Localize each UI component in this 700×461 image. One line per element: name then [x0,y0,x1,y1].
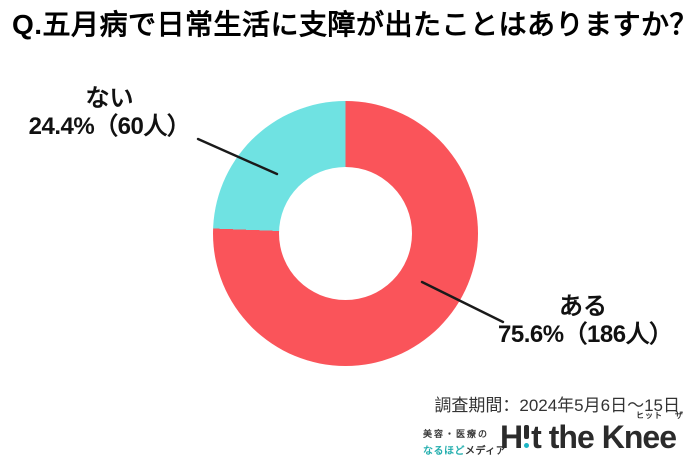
logo-tagline: 美容・医療の なるほどメディア [423,427,506,457]
wordmark-h: H [500,419,523,455]
exclamation-stem [524,425,529,439]
wordmark-the: the [548,419,595,455]
segment-no-name: ない [85,85,134,112]
logo-tagline-line2: なるほどメディア [423,442,506,457]
survey-period-note: 調査期間：2024年5月6日～15日 [434,396,680,415]
logo-tagline-accent: なるほど [423,446,465,457]
logo-tagline-line1: 美容・医療の [423,429,490,439]
logo-tagline-rest: メディア [465,446,507,457]
logo-wordmark: H t the Knee ヒット ザ ニー [500,412,683,455]
segment-no-value: 24.4%（60人） [28,112,191,140]
wordmark-knee: Knee [601,419,677,455]
hit-the-knee-logo: 美容・医療の なるほどメディア H t the Knee ヒット ザ ニー [423,412,695,458]
exclamation-mark-icon [524,425,530,448]
donut-hole [279,167,412,300]
segment-label-no: ない 24.4%（60人） [22,85,197,141]
wordmark-t: t [531,419,542,455]
donut-chart [213,101,478,366]
furigana-the: ザ [675,411,684,420]
page-title: Q.五月病で日常生活に支障が出たことはありますか？ [12,9,699,40]
segment-yes-name: ある [559,293,607,320]
exclamation-dot [524,443,530,448]
segment-yes-value: 75.6%（186人） [498,320,673,348]
segment-label-yes: ある 75.6%（186人） [498,293,673,349]
furigana-hit: ヒット [636,411,663,420]
